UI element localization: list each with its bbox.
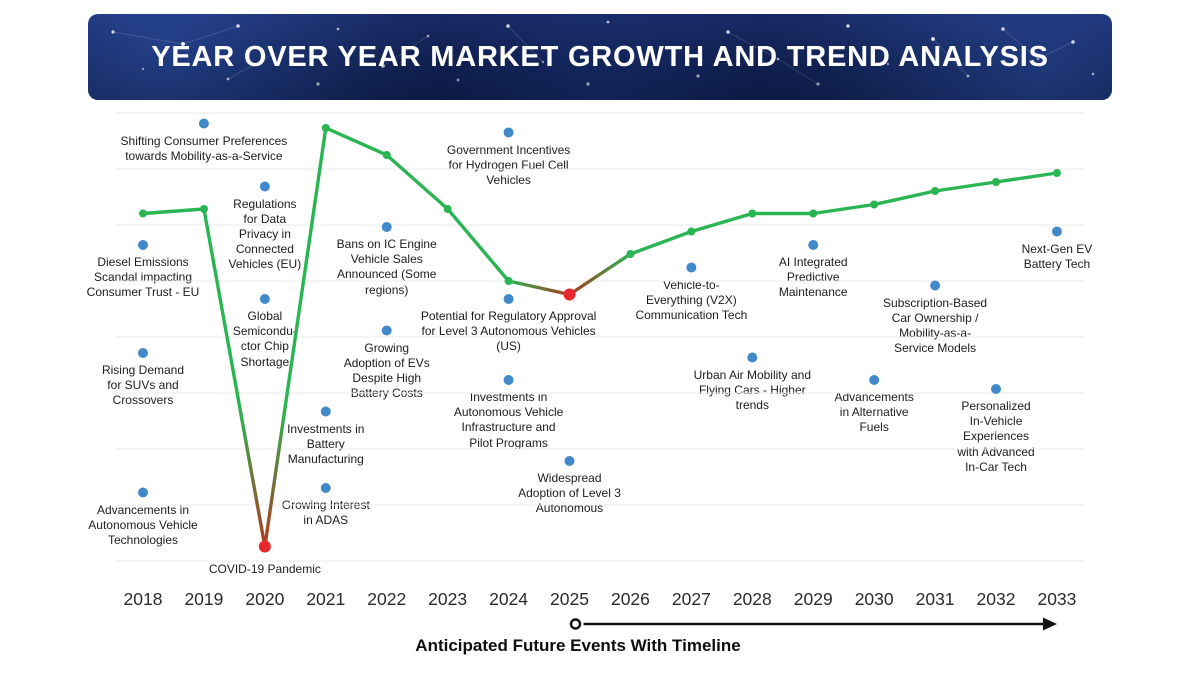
page-title: YEAR OVER YEAR MARKET GROWTH AND TREND A… [151, 40, 1049, 73]
event-label: Shifting Consumer Preferences towards Mo… [120, 133, 288, 163]
event-label: Global Semicondu- ctor Chip Shortage [232, 309, 297, 369]
event-label: Regulations for Data Privacy in Connecte… [228, 196, 302, 272]
event-label: Urban Air Mobility and Flying Cars - Hig… [693, 367, 811, 412]
event-label: AI Integrated Predictive Maintenance [778, 255, 848, 300]
event-label: Growing Adoption of EVs Despite High Bat… [343, 340, 430, 401]
event-label: Widespread Adoption of Level 3 Autonomou… [518, 471, 621, 516]
event-label: Vehicle-to- Everything (V2X) Communicati… [635, 277, 748, 322]
timeline-caption: Anticipated Future Events With Timeline [415, 636, 741, 655]
event-label: Advancements in Autonomous Vehicle Techn… [88, 502, 198, 547]
event-label: Next-Gen EV Battery Tech [1021, 241, 1093, 271]
event-label: Diesel Emissions Scandal impacting Consu… [86, 255, 200, 300]
event-label: Investments in Battery Manufacturing [287, 421, 365, 466]
constellation-lines [112, 25, 1074, 85]
star-dots [111, 20, 1095, 86]
banner-stars-decoration [111, 20, 1095, 86]
event-label: Growing Interest in ADAS [281, 498, 370, 528]
event-label: Advancements in Alternative Fuels [834, 390, 914, 435]
event-label: Potential for Regulatory Approval for Le… [420, 309, 597, 354]
event-label: Bans on IC Engine Vehicle Sales Announce… [336, 237, 437, 297]
event-label: Government Incentives for Hydrogen Fuel … [446, 142, 571, 187]
event-label: Subscription-Based Car Ownership / Mobil… [883, 295, 988, 356]
event-label: Rising Demand for SUVs and Crossovers [101, 363, 185, 408]
event-label: COVID-19 Pandemic [208, 561, 321, 576]
header-banner: YEAR OVER YEAR MARKET GROWTH AND TREND A… [88, 14, 1112, 100]
event-label: Personalized In-Vehicle Experiences with… [957, 399, 1035, 474]
event-label: Investments in Autonomous Vehicle Infras… [453, 390, 564, 450]
